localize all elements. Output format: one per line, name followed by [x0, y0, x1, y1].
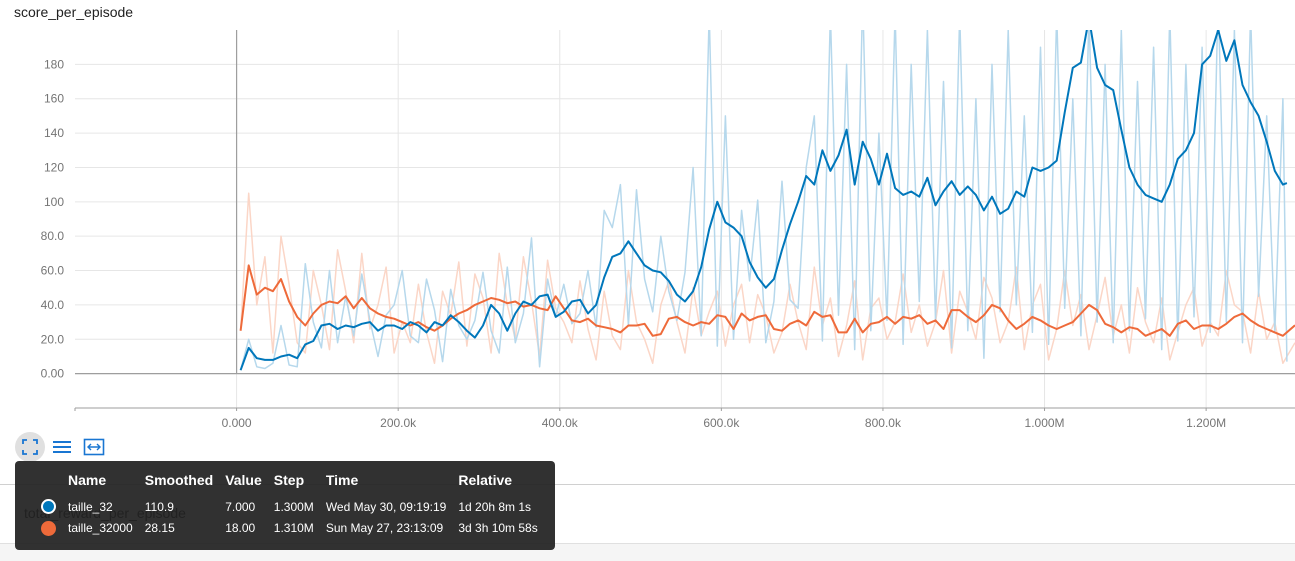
series-smoothed: 110.9 [144, 499, 174, 514]
series-step: 1.310M [273, 520, 314, 535]
tooltip-header-relative: Relative [458, 472, 513, 488]
tooltip: Name Smoothed Value Step Time Relative t… [15, 461, 555, 550]
series-relative: 1d 20h 8m 1s [458, 499, 532, 514]
tooltip-header-color [35, 470, 62, 496]
tooltip-header-time: Time [325, 472, 359, 488]
tooltip-header-smoothed: Smoothed [144, 472, 214, 488]
series-color-swatch [35, 517, 62, 538]
series-value: 7.000 [225, 499, 256, 514]
y-tick-label: 20.0 [41, 332, 65, 346]
series-dot-icon [41, 499, 56, 515]
tooltip-table: Name Smoothed Value Step Time Relative t… [35, 470, 544, 539]
x-tick-label: 0.000 [222, 416, 252, 430]
tooltip-row: taille_32000 28.15 18.00 1.310M Sun May … [35, 517, 544, 538]
fit-domain-button[interactable] [79, 432, 109, 462]
score-chart[interactable]: 0.00 20.0 40.0 60.0 80.0 100 120 140 160 180 0.00… [0, 0, 1295, 430]
smoothed-line-taille_32[interactable] [239, 18, 1288, 371]
tooltip-header-name: Name [68, 472, 107, 488]
y-tick-label: 0.00 [41, 367, 65, 381]
raw-line-taille_32000 [239, 192, 1295, 365]
list-icon [53, 441, 71, 453]
x-tick-label: 400.0k [542, 416, 579, 430]
axes [74, 30, 1295, 411]
smoothed-line-taille_32000[interactable] [239, 264, 1295, 337]
chart-toolbar [15, 432, 111, 462]
y-tick-labels: 0.00 20.0 40.0 60.0 80.0 100 120 140 160 180 [41, 57, 65, 380]
expand-button[interactable] [15, 432, 45, 462]
x-tick-label: 1.200M [1186, 416, 1226, 430]
series-relative: 3d 3h 10m 58s [458, 520, 538, 535]
expand-icon [22, 439, 38, 455]
raw-line-taille_32 [239, 30, 1288, 371]
x-tick-label: 800.0k [865, 416, 902, 430]
tooltip-header-row: Name Smoothed Value Step Time Relative [35, 470, 544, 496]
y-tick-label: 100 [44, 195, 64, 209]
toggle-log-button[interactable] [47, 432, 77, 462]
x-tick-label: 1.000M [1025, 416, 1065, 430]
smoothed-series[interactable] [239, 18, 1295, 371]
second-card [0, 484, 1295, 545]
series-time: Sun May 27, 23:13:09 [325, 520, 444, 535]
series-name: taille_32 [68, 499, 113, 514]
x-tick-label: 600.0k [703, 416, 740, 430]
y-tick-label: 120 [44, 160, 64, 174]
x-tick-labels: 0.000 200.0k 400.0k 600.0k 800.0k 1.000M 1.200… [222, 416, 1227, 430]
chart-title: score_per_episode [14, 4, 134, 20]
series-dot-icon [41, 520, 56, 536]
y-tick-label: 80.0 [41, 229, 65, 243]
fit-domain-icon [83, 438, 105, 456]
y-tick-label: 40.0 [41, 298, 65, 312]
series-value: 18.00 [225, 520, 256, 535]
tooltip-header-step: Step [273, 472, 305, 488]
series-color-swatch [35, 496, 62, 517]
y-tick-label: 140 [44, 126, 64, 140]
y-tick-label: 180 [44, 57, 64, 71]
tooltip-row: taille_32 110.9 7.000 1.300M Wed May 30,… [35, 496, 544, 517]
x-tick-label: 200.0k [380, 416, 417, 430]
tooltip-header-value: Value [225, 472, 262, 488]
y-tick-label: 160 [44, 92, 64, 106]
series-smoothed: 28.15 [144, 520, 175, 535]
series-time: Wed May 30, 09:19:19 [325, 499, 447, 514]
y-tick-label: 60.0 [41, 264, 65, 278]
series-step: 1.300M [273, 499, 314, 514]
series-name: taille_32000 [68, 520, 133, 535]
